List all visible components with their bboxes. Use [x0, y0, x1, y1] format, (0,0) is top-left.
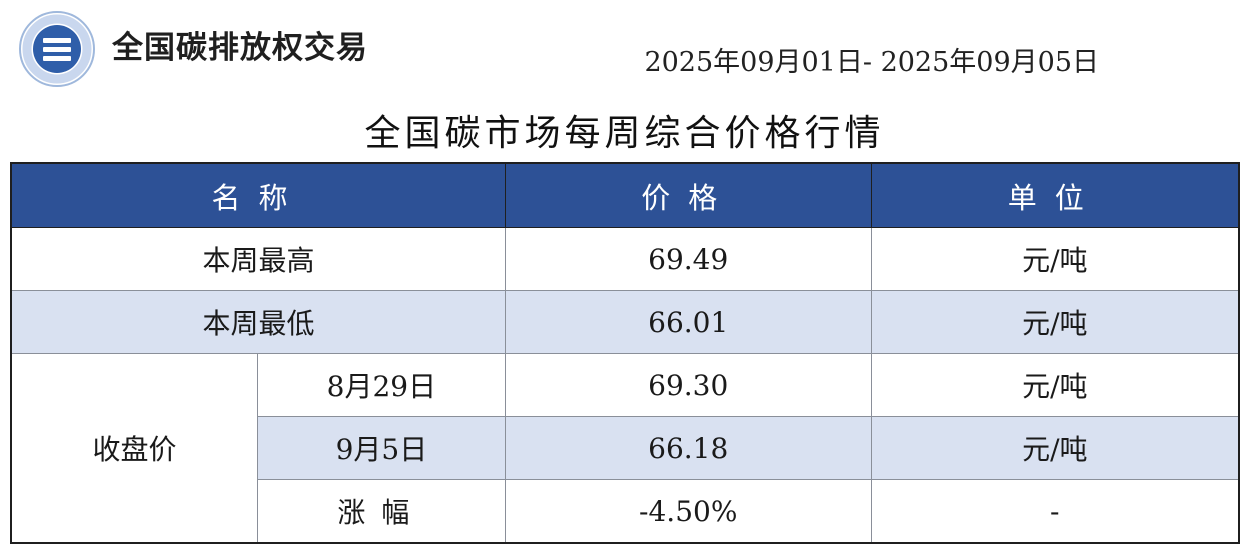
date-range: 2025年09月01日- 2025年09月05日 — [644, 47, 1099, 78]
closing-price-2: 66.18 — [504, 416, 872, 480]
row-label-weekly-low: 本周最低 — [10, 290, 506, 354]
weekly-low-price: 66.01 — [504, 290, 872, 354]
table-row: 本周最高 69.49 元/吨 — [10, 227, 1240, 291]
page-title: 全国碳市场每周综合价格行情 — [364, 113, 885, 154]
brand-name: 全国碳排放权交易 — [112, 30, 368, 66]
closing-date-2: 9月5日 — [256, 416, 506, 480]
table-row: 本周最低 66.01 元/吨 — [10, 290, 1240, 354]
closing-unit-2: 元/吨 — [870, 416, 1240, 480]
closing-price-1: 69.30 — [504, 353, 872, 417]
price-table: 名称 价格 单位 本周最高 69.49 元/吨 本周最低 66.01 元/吨 收… — [10, 162, 1240, 544]
column-header-price: 价格 — [504, 162, 872, 228]
table-row: 9月5日 66.18 元/吨 — [11, 416, 1240, 480]
exchange-logo — [19, 11, 95, 87]
column-header-unit: 单位 — [870, 162, 1240, 228]
weekly-low-unit: 元/吨 — [870, 290, 1240, 354]
table-row: 涨幅 -4.50% - — [11, 479, 1240, 544]
row-label-weekly-high: 本周最高 — [10, 227, 506, 291]
table-row: 收盘价 8月29日 69.30 元/吨 — [10, 353, 1240, 544]
weekly-high-price: 69.49 — [504, 227, 872, 291]
change-label: 涨幅 — [256, 479, 506, 544]
closing-price-label: 收盘价 — [10, 353, 258, 544]
change-unit: - — [870, 479, 1240, 544]
change-value: -4.50% — [504, 479, 872, 544]
weekly-high-unit: 元/吨 — [870, 227, 1240, 291]
column-header-name: 名称 — [10, 162, 506, 228]
closing-date-1: 8月29日 — [256, 353, 506, 417]
closing-unit-1: 元/吨 — [870, 353, 1240, 417]
table-header-row: 名称 价格 单位 — [10, 162, 1240, 228]
